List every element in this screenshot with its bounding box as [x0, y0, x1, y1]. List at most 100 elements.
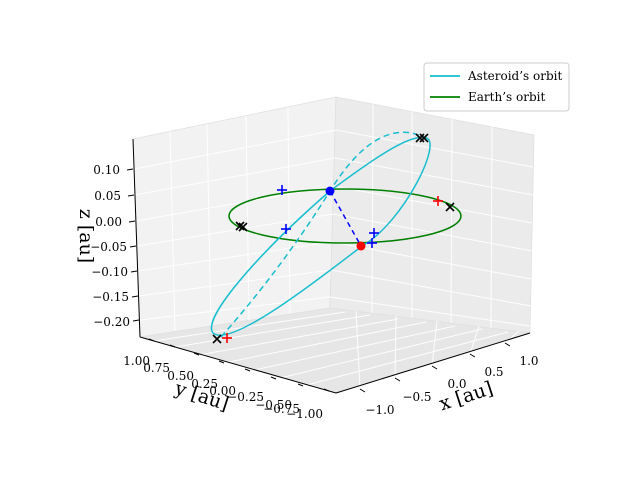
gridline	[249, 325, 456, 372]
x-tick-label: 0.5	[484, 365, 503, 379]
gridline	[355, 310, 361, 390]
x-axis-line	[335, 332, 531, 394]
gridline	[287, 106, 291, 315]
blue-plus-marker	[281, 224, 291, 234]
x-tick	[359, 388, 366, 393]
gridline	[174, 314, 371, 348]
z-axis-line	[132, 138, 141, 338]
y-tick-label: 0.25	[191, 377, 218, 391]
black-x-markers	[212, 133, 455, 344]
gridline	[504, 330, 520, 344]
black-x-marker	[445, 202, 455, 212]
red-plus-marker	[222, 333, 232, 343]
tick-marks	[126, 168, 511, 393]
gridline	[371, 103, 374, 314]
blue-plus-markers	[277, 185, 379, 248]
z-tick	[132, 319, 140, 322]
black-x-marker	[415, 133, 425, 143]
earth-position-dot	[356, 241, 366, 251]
z-axis-label: z [au]	[75, 209, 97, 263]
gridline	[333, 185, 533, 224]
gridline	[245, 115, 250, 321]
earth-orbit-line	[228, 188, 462, 244]
y-tick	[218, 360, 225, 364]
z-tick	[127, 194, 135, 197]
y-tick-label: 0.50	[167, 369, 194, 383]
y-tick	[148, 338, 155, 342]
gridline	[133, 129, 337, 170]
z-tick-label: −0.15	[92, 290, 129, 304]
gridline	[302, 331, 509, 387]
z-tick-label: 0.05	[94, 189, 121, 203]
z-tick	[129, 245, 137, 248]
y-tick	[323, 388, 330, 392]
gridline	[275, 328, 483, 380]
black-x-marker	[212, 334, 222, 344]
blue-plus-marker	[369, 228, 379, 238]
gridline	[169, 130, 176, 332]
z-tick-label: 0.10	[93, 163, 120, 177]
y-tick-labels: 1.00 0.75 0.50 0.25 0.00 −0.25 −0.50 −1.…	[123, 354, 323, 421]
black-x-marker	[419, 133, 429, 143]
back-left-pane	[132, 96, 337, 338]
gridline	[198, 318, 399, 356]
x-tick-labels: −1.0 −0.5 0.0 0.5 1.0	[365, 354, 538, 417]
grid-lines	[133, 103, 534, 390]
red-plus-markers	[222, 196, 443, 343]
z-tick-label: −0.10	[91, 265, 128, 279]
gridline	[469, 325, 480, 355]
z-tick-label: −0.20	[93, 315, 130, 329]
y-tick-label: 0.75	[143, 361, 170, 375]
y-tick-label: 0.00	[209, 384, 236, 398]
y-tick-label: −0.75	[263, 402, 300, 416]
asteroid-orbit-line	[210, 136, 431, 336]
x-tick-label: −0.5	[402, 390, 431, 404]
z-tick	[128, 220, 136, 223]
x-tick-label: 1.0	[519, 354, 538, 368]
legend-label-earth: Earth’s orbit	[468, 90, 545, 104]
gridline	[329, 296, 531, 327]
gridline	[136, 213, 334, 247]
legend: Asteroid’s orbit Earth’s orbit	[423, 62, 570, 112]
blue-plus-marker	[277, 185, 287, 195]
x-tick-label: 0.0	[447, 377, 466, 391]
x-tick	[394, 377, 401, 382]
z-tick-label: −0.05	[90, 240, 127, 254]
black-x-marker	[238, 222, 248, 232]
gridline	[431, 320, 438, 367]
gridline	[135, 185, 335, 222]
gridline	[335, 129, 534, 168]
gridline	[490, 126, 493, 329]
asteroid-earth-connector	[329, 190, 362, 247]
y-tick	[169, 344, 176, 348]
gridline	[394, 315, 397, 379]
y-tick-label: −1.00	[286, 407, 323, 421]
z-tick	[131, 295, 139, 298]
z-tick-labels: 0.10 0.05 0.00 −0.05 −0.10 −0.15 −0.20	[90, 163, 130, 329]
gridline	[137, 241, 333, 272]
gridline	[153, 311, 346, 342]
z-tick-label: 0.00	[95, 215, 122, 229]
gridline	[138, 269, 332, 297]
gridline	[206, 123, 212, 327]
gridline	[134, 157, 336, 196]
axes-panes	[132, 96, 535, 394]
legend-label-asteroid: Asteroid’s orbit	[467, 69, 562, 83]
y-tick	[244, 368, 251, 372]
legend-box	[423, 62, 570, 112]
y-tick-label: 1.00	[123, 354, 150, 368]
y-tick	[297, 383, 304, 387]
y-tick	[193, 352, 200, 356]
x-tick-label: −1.0	[365, 403, 394, 417]
gridline	[331, 241, 532, 280]
x-tick	[504, 342, 511, 347]
y-tick	[270, 376, 277, 380]
asteroid-position-dot	[325, 186, 335, 196]
gridline	[223, 321, 427, 364]
x-tick	[469, 353, 476, 358]
y-tick-label: −0.50	[255, 398, 292, 412]
gridline	[450, 118, 453, 324]
back-right-pane	[329, 96, 535, 334]
gridline	[330, 269, 532, 307]
